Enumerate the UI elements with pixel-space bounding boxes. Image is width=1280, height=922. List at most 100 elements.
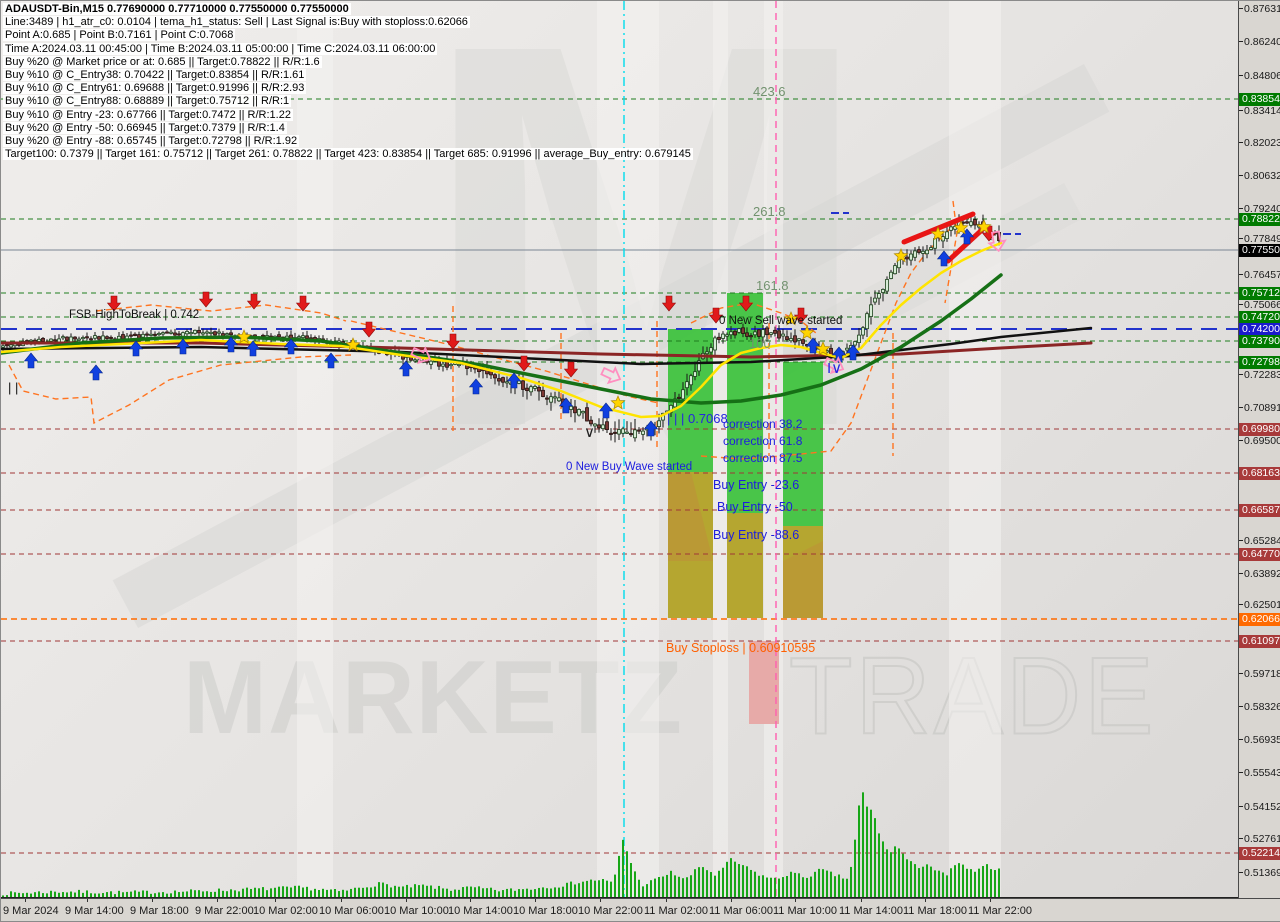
level-lines bbox=[1, 98, 1238, 854]
star-signal-icon bbox=[893, 248, 909, 263]
info-line: Buy %10 @ C_Entry38: 0.70422 || Target:0… bbox=[3, 69, 307, 82]
buy-signal-arrow-icon bbox=[323, 352, 339, 369]
ma-htf bbox=[1, 341, 1093, 359]
price-level-badge: 0.72798 bbox=[1239, 355, 1280, 369]
time-tick-label: 10 Mar 22:00 bbox=[578, 905, 643, 917]
star-signal-icon bbox=[783, 311, 799, 326]
exit-signal-arrow-icon bbox=[410, 345, 432, 365]
star-signal-icon bbox=[815, 341, 831, 356]
star-signal-icon bbox=[236, 329, 252, 344]
time-tick-mark bbox=[275, 899, 276, 902]
time-tick-mark bbox=[861, 899, 862, 902]
buy-signal-arrow-icon bbox=[598, 402, 614, 419]
time-tick-mark bbox=[795, 899, 796, 902]
stoploss-column bbox=[749, 641, 779, 724]
price-tick-label: 0.77849 bbox=[1239, 233, 1280, 245]
time-tick-label: 10 Mar 14:00 bbox=[448, 905, 513, 917]
signal-markers bbox=[23, 219, 1007, 437]
buy-signal-arrow-icon bbox=[175, 338, 191, 355]
price-level-badge: 0.73790 bbox=[1239, 334, 1280, 348]
price-level-badge: 0.78822 bbox=[1239, 212, 1280, 226]
time-tick-mark bbox=[341, 899, 342, 902]
price-tick-label: 0.55543 bbox=[1239, 767, 1280, 779]
info-line: Target100: 0.7379 || Target 161: 0.75712… bbox=[3, 148, 693, 161]
time-tick-label: 11 Mar 02:00 bbox=[644, 905, 709, 917]
buy-signal-arrow-icon bbox=[959, 228, 975, 245]
buy-signal-arrow-icon bbox=[805, 337, 821, 354]
buy-signal-arrow-icon bbox=[128, 340, 144, 357]
price-level-badge: 0.83854 bbox=[1239, 92, 1280, 106]
time-tick-mark bbox=[600, 899, 601, 902]
time-tick-mark bbox=[87, 899, 88, 902]
time-tick-label: 11 Mar 14:00 bbox=[839, 905, 904, 917]
price-level-badge: 0.68163 bbox=[1239, 466, 1280, 480]
time-tick-label: 10 Mar 10:00 bbox=[384, 905, 449, 917]
buy-signal-arrow-icon bbox=[558, 397, 574, 414]
info-line: Point A:0.685 | Point B:0.7161 | Point C… bbox=[3, 29, 236, 42]
time-tick-mark bbox=[152, 899, 153, 902]
time-tick-mark bbox=[470, 899, 471, 902]
price-level-badge: 0.77550 bbox=[1239, 243, 1280, 257]
exit-signal-arrow-icon bbox=[600, 365, 622, 385]
time-tick-label: 11 Mar 22:00 bbox=[968, 905, 1033, 917]
sell-signal-arrow-icon bbox=[516, 355, 532, 372]
time-tick-label: 10 Mar 02:00 bbox=[253, 905, 318, 917]
sell-signal-arrow-icon bbox=[708, 307, 724, 324]
sell-signal-arrow-icon bbox=[563, 361, 579, 378]
info-line: Buy %10 @ Entry -23: 0.67766 || Target:0… bbox=[3, 108, 293, 121]
price-tick-label: 0.56935 bbox=[1239, 734, 1280, 746]
time-tick-mark bbox=[25, 899, 26, 902]
time-tick-label: 11 Mar 06:00 bbox=[709, 905, 774, 917]
price-tick-label: 0.65284 bbox=[1239, 535, 1280, 547]
exit-signal-arrow-icon bbox=[987, 230, 1007, 253]
time-tick-label: 9 Mar 2024 bbox=[3, 905, 59, 917]
sell-signal-arrow-icon bbox=[361, 321, 377, 338]
time-axis[interactable]: 9 Mar 2024 9 Mar 14:00 9 Mar 18:00 9 Mar 22… bbox=[1, 898, 1280, 921]
buy-signal-arrow-icon bbox=[936, 250, 952, 267]
price-tick-label: 0.86240 bbox=[1239, 36, 1280, 48]
buy-signal-arrow-icon bbox=[23, 352, 39, 369]
star-signal-icon bbox=[799, 325, 815, 340]
star-signal-icon bbox=[345, 337, 361, 352]
chart-info-overlay: ADAUSDT-Bin,M15 0.77690000 0.77710000 0.… bbox=[3, 3, 693, 161]
price-tick-label: 0.87631 bbox=[1239, 3, 1280, 15]
time-tick-mark bbox=[925, 899, 926, 902]
time-tick-label: 11 Mar 10:00 bbox=[773, 905, 838, 917]
ma-fast bbox=[1, 241, 1003, 419]
info-line: Line:3489 | h1_atr_c0: 0.0104 | tema_h1_… bbox=[3, 16, 470, 29]
sell-signal-arrow-icon bbox=[246, 293, 262, 310]
price-tick-label: 0.51369 bbox=[1239, 867, 1280, 879]
price-tick-label: 0.58326 bbox=[1239, 701, 1280, 713]
price-level-badge: 0.52214 bbox=[1239, 846, 1280, 860]
chart-canvas[interactable]: M MARKETZ TRADE FSB-HighToBreak | 0.7424… bbox=[1, 1, 1238, 898]
price-level-badge: 0.62066 bbox=[1239, 612, 1280, 626]
price-tick-label: 0.83414 bbox=[1239, 105, 1280, 117]
buy-signal-arrow-icon bbox=[245, 340, 261, 357]
price-level-badge: 0.74200 bbox=[1239, 322, 1280, 336]
price-axis[interactable]: 0.87631 0.86240 0.84806 0.83414 0.82023 0.806… bbox=[1238, 1, 1280, 912]
price-tick-label: 0.79240 bbox=[1239, 203, 1280, 215]
star-signal-icon bbox=[610, 395, 626, 410]
time-tick-label: 9 Mar 22:00 bbox=[195, 905, 254, 917]
info-line: Buy %20 @ Market price or at: 0.685 || T… bbox=[3, 55, 322, 68]
sell-signal-arrow-icon bbox=[295, 295, 311, 312]
price-tick-label: 0.52761 bbox=[1239, 833, 1280, 845]
price-level-badge: 0.66587 bbox=[1239, 503, 1280, 517]
sell-signal-arrow-icon bbox=[793, 307, 809, 324]
price-tick-label: 0.80632 bbox=[1239, 170, 1280, 182]
time-tick-label: 11 Mar 18:00 bbox=[903, 905, 968, 917]
info-line: Buy %20 @ Entry -88: 0.65745 || Target:0… bbox=[3, 135, 300, 148]
ma-slow bbox=[1, 326, 1093, 366]
price-tick-label: 0.54152 bbox=[1239, 801, 1280, 813]
price-tick-label: 0.72283 bbox=[1239, 369, 1280, 381]
price-tick-label: 0.76457 bbox=[1239, 269, 1280, 281]
price-tick-label: 0.75066 bbox=[1239, 299, 1280, 311]
star-signal-icon bbox=[930, 226, 946, 241]
buy-signal-arrow-icon bbox=[398, 360, 414, 377]
time-tick-mark bbox=[217, 899, 218, 902]
price-tick-label: 0.84806 bbox=[1239, 70, 1280, 82]
buy-signal-arrow-icon bbox=[506, 372, 522, 389]
star-signal-icon bbox=[953, 220, 969, 235]
sell-signal-arrow-icon bbox=[445, 333, 461, 350]
